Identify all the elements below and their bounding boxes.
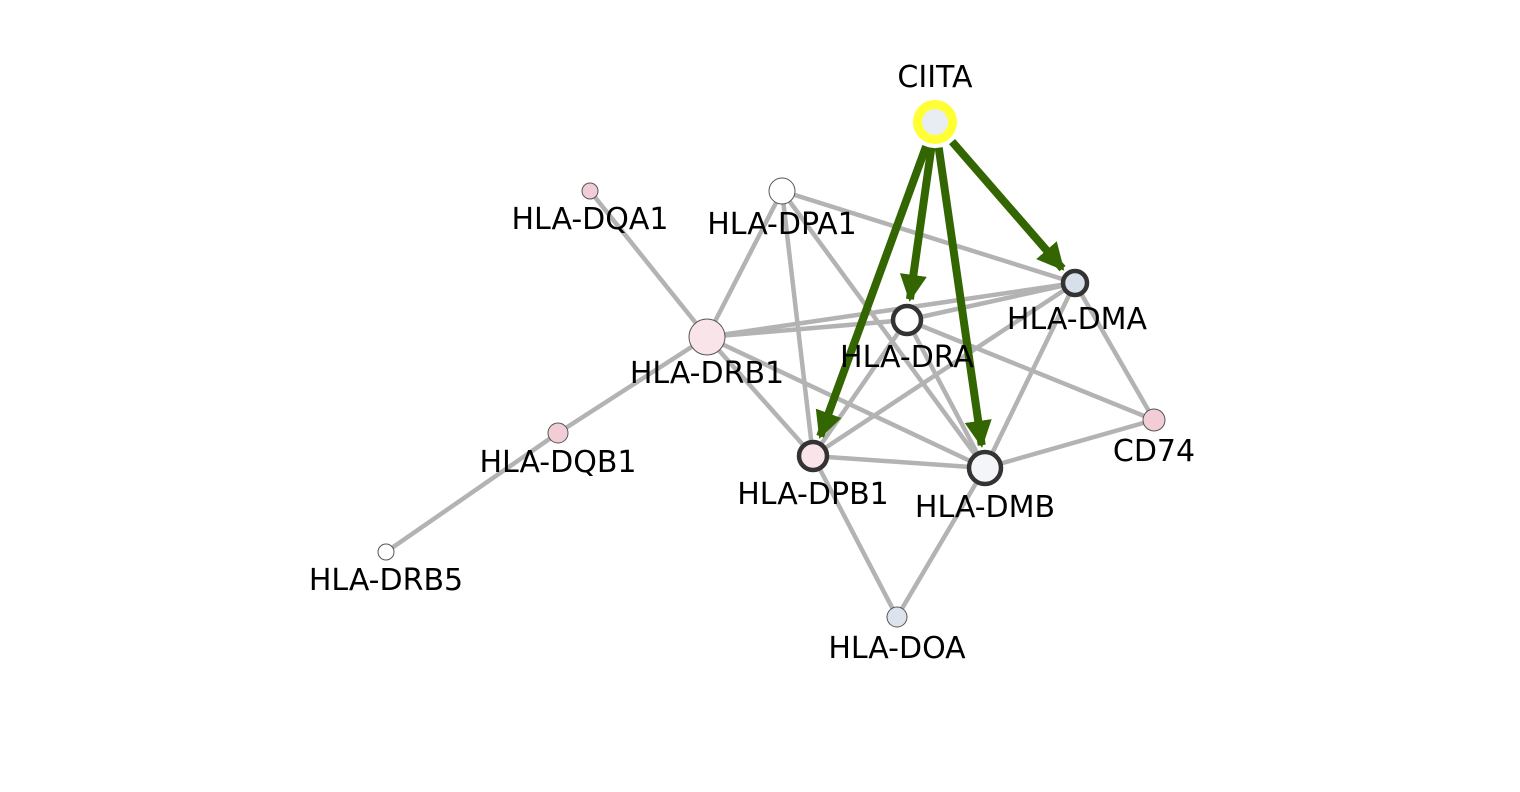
node-label-hla-dqb1: HLA-DQB1: [479, 445, 636, 480]
node-circle: [922, 109, 948, 135]
node-circle: [688, 318, 726, 356]
regulatory-arrow-ciita-hla-dpb1: [815, 145, 930, 439]
edge-hla-drb1-hla-dma: [704, 280, 1078, 340]
node-hla-doa[interactable]: [886, 606, 908, 628]
edge-hla-dmb-hla-doa: [894, 465, 988, 620]
node-label-hla-dpb1: HLA-DPB1: [737, 477, 889, 512]
regulatory-edges-layer: [815, 138, 1066, 448]
node-circle: [886, 606, 908, 628]
node-label-cd74: CD74: [1113, 434, 1195, 469]
edge-hla-drb1-hla-dmb: [704, 334, 988, 471]
node-hla-dpb1[interactable]: [796, 439, 830, 473]
regulatory-arrow-ciita-hla-dmb: [934, 147, 992, 448]
node-hla-dmb[interactable]: [966, 449, 1004, 487]
node-label-hla-dmb: HLA-DMB: [915, 490, 1055, 525]
edge-hla-dmb-cd74: [982, 417, 1157, 471]
node-hla-dpa1[interactable]: [768, 177, 796, 205]
node-circle: [547, 422, 569, 444]
node-hla-drb1[interactable]: [688, 318, 726, 356]
node-circle: [1142, 408, 1166, 432]
node-label-hla-dpa1: HLA-DPA1: [707, 207, 857, 242]
node-circle: [377, 543, 395, 561]
node-circle: [1060, 268, 1090, 298]
node-circle: [966, 449, 1004, 487]
edge-hla-drb1-hla-dqb1: [555, 334, 710, 436]
edge-hla-dpb1-hla-doa: [810, 453, 900, 620]
node-circle: [768, 177, 796, 205]
node-label-hla-drb1: HLA-DRB1: [630, 356, 784, 391]
edge-hla-dma-hla-dpb1: [810, 280, 1078, 459]
node-label-hla-dma: HLA-DMA: [1007, 302, 1148, 337]
labels-layer: CIITA HLA-DQA1 HLA-DPA1 HLA-DRB1 HLA-DRA HLA-…: [309, 60, 1195, 666]
edges-layer: [383, 188, 1157, 620]
edge-hla-drb1-hla-dpb1: [704, 334, 816, 459]
node-circle: [890, 303, 924, 337]
node-hla-dra[interactable]: [890, 303, 924, 337]
edge-hla-dra-hla-dma: [904, 280, 1078, 323]
node-label-hla-drb5: HLA-DRB5: [309, 563, 463, 598]
edge-hla-dpa1-hla-drb1: [704, 188, 785, 340]
node-hla-dqa1[interactable]: [581, 182, 599, 200]
node-label-hla-dra: HLA-DRA: [840, 340, 974, 375]
node-label-ciita: CIITA: [897, 60, 973, 95]
edge-hla-dpa1-hla-dma: [779, 188, 1078, 286]
node-circle: [581, 182, 599, 200]
node-hla-drb5[interactable]: [377, 543, 395, 561]
edge-hla-dqb1-hla-drb5: [383, 430, 561, 555]
nodes-layer: [377, 100, 1166, 628]
node-hla-dqb1[interactable]: [547, 422, 569, 444]
edge-hla-dpb1-hla-dmb: [810, 453, 988, 471]
edge-hla-dqa1-hla-drb1: [587, 188, 710, 340]
regulatory-arrow-ciita-hla-dra: [899, 147, 936, 302]
edge-hla-dma-cd74: [1072, 280, 1157, 423]
node-label-hla-dqa1: HLA-DQA1: [512, 202, 669, 237]
node-hla-dma[interactable]: [1060, 268, 1090, 298]
edge-hla-dma-hla-dmb: [982, 280, 1078, 471]
regulatory-arrow-ciita-hla-dma: [949, 138, 1066, 272]
edge-hla-dpa1-hla-dmb: [779, 188, 988, 471]
node-ciita[interactable]: [913, 100, 957, 144]
node-cd74[interactable]: [1142, 408, 1166, 432]
node-circle: [796, 439, 830, 473]
node-label-hla-doa: HLA-DOA: [828, 631, 966, 666]
